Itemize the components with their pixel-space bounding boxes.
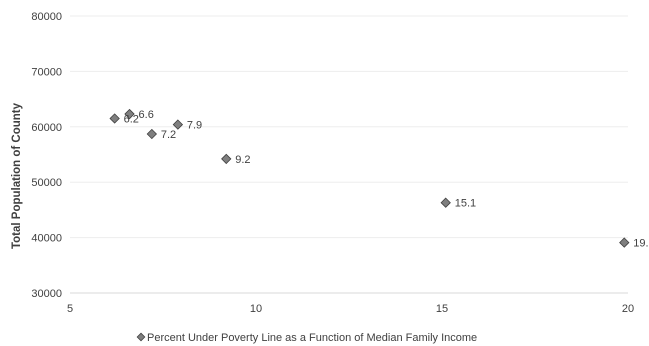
x-tick-label: 5 bbox=[67, 303, 73, 315]
y-tick-label: 80000 bbox=[31, 11, 62, 23]
legend-label: Percent Under Poverty Line as a Function… bbox=[147, 332, 477, 344]
grid-lines bbox=[70, 15, 628, 239]
x-tick-labels: 5 10 15 20 bbox=[67, 303, 634, 315]
y-tick-label: 70000 bbox=[31, 66, 62, 78]
data-label: 19.9 bbox=[633, 238, 649, 250]
y-tick-label: 60000 bbox=[31, 122, 62, 134]
data-point bbox=[221, 153, 232, 165]
legend: Percent Under Poverty Line as a Function… bbox=[136, 332, 477, 344]
y-tick-label: 40000 bbox=[31, 233, 62, 245]
data-label: 9.2 bbox=[235, 154, 250, 166]
y-tick-labels: 30000 40000 50000 60000 70000 80000 bbox=[31, 11, 62, 300]
x-tick-label: 15 bbox=[436, 303, 448, 315]
x-tick-label: 20 bbox=[622, 303, 634, 315]
data-point bbox=[109, 113, 120, 124]
y-axis-title: Total Population of County bbox=[11, 102, 23, 249]
legend-marker-diamond-icon bbox=[136, 332, 146, 342]
data-labels: 6.26.6 7.2 7.9 9.2 15.1 19.9 bbox=[124, 109, 649, 250]
x-tick-label: 10 bbox=[250, 303, 262, 315]
y-tick-label: 50000 bbox=[31, 177, 62, 189]
data-point bbox=[619, 237, 630, 248]
data-points bbox=[109, 108, 630, 248]
data-point bbox=[172, 119, 184, 130]
data-point bbox=[124, 108, 135, 120]
data-label: 15.1 bbox=[455, 198, 476, 210]
data-label: 7.2 bbox=[161, 129, 176, 141]
data-label: 6.6 bbox=[139, 109, 154, 121]
data-point bbox=[146, 128, 158, 140]
data-label: 7.9 bbox=[187, 120, 202, 132]
data-point bbox=[440, 197, 451, 208]
data-label: 6.2 bbox=[124, 113, 139, 125]
y-tick-label: 30000 bbox=[31, 288, 62, 300]
